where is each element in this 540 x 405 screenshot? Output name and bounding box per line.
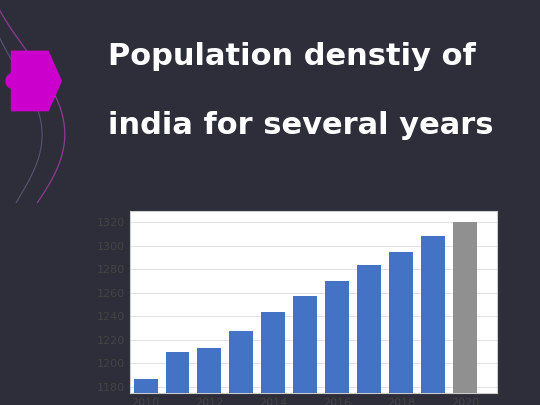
Bar [453,222,477,405]
Text: india for several years: india for several years [108,111,494,140]
Polygon shape [11,51,62,111]
Bar [293,296,317,405]
Bar [421,237,445,405]
Bar [261,312,285,405]
Bar [230,330,253,405]
Bar [133,379,158,405]
Text: Population denstiy of: Population denstiy of [108,42,476,71]
Bar [198,348,221,405]
Bar [357,265,381,405]
Bar [325,281,349,405]
Bar [389,252,413,405]
Bar [166,352,190,405]
